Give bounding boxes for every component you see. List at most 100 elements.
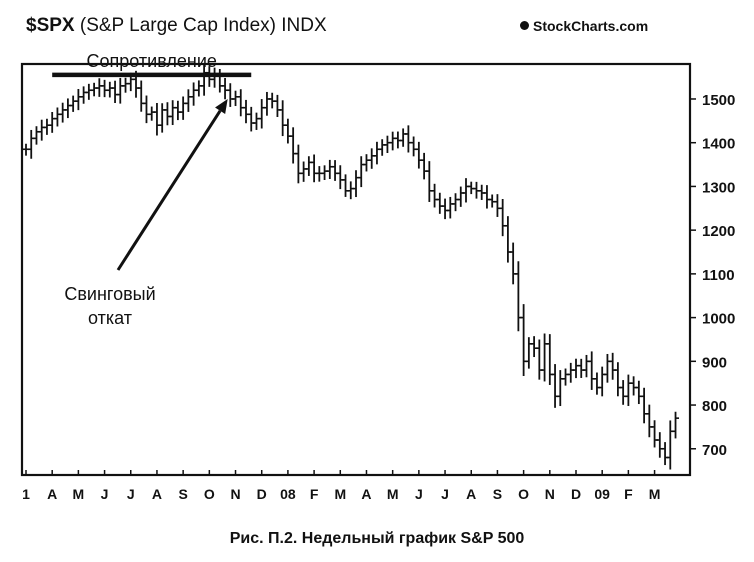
- ohlc-bar: [331, 160, 339, 181]
- x-tick-label: 1: [22, 486, 30, 502]
- ohlc-bar: [53, 107, 61, 127]
- ohlc-bar: [420, 152, 428, 180]
- ohlc-bar: [514, 261, 522, 332]
- ohlc-bar: [226, 83, 234, 107]
- ohlc-bar: [43, 118, 51, 135]
- ohlc-bar: [441, 198, 449, 220]
- ohlc-bar: [85, 83, 93, 100]
- x-tick-label: A: [361, 486, 371, 502]
- y-tick-label: 1300: [702, 179, 735, 196]
- ohlc-bar: [90, 82, 98, 97]
- ohlc-bar: [247, 106, 255, 132]
- ohlc-bar: [582, 354, 590, 378]
- ohlc-bar: [373, 141, 381, 165]
- ohlc-bar: [342, 174, 350, 197]
- x-tick-label: M: [73, 486, 85, 502]
- x-tick-label: 09: [594, 486, 610, 502]
- x-tick-label: N: [545, 486, 555, 502]
- ohlc-bar: [520, 304, 528, 376]
- swing-label-line2: откат: [88, 308, 132, 328]
- ohlc-bar: [163, 102, 171, 126]
- ohlc-bar: [645, 404, 653, 438]
- ohlc-bar: [535, 339, 543, 380]
- ohlc-bar: [609, 352, 617, 380]
- swing-arrow-head: [215, 98, 228, 115]
- ohlc-bar: [577, 358, 585, 378]
- y-tick-label: 1000: [702, 311, 735, 328]
- ohlc-bar: [651, 420, 659, 448]
- ohlc-bar: [252, 112, 260, 130]
- x-tick-label: J: [415, 486, 423, 502]
- swing-label-line1: Свинговый: [64, 284, 155, 304]
- x-tick-label: M: [649, 486, 661, 502]
- price-series: [22, 64, 680, 470]
- ohlc-bar: [399, 128, 407, 147]
- ohlc-bar: [588, 351, 596, 390]
- ohlc-bar: [389, 131, 397, 151]
- ohlc-bar: [661, 442, 669, 466]
- y-tick-label: 900: [702, 354, 727, 371]
- ohlc-bar: [64, 98, 72, 119]
- y-tick-label: 1500: [702, 92, 735, 109]
- ohlc-bar: [101, 79, 109, 98]
- ohlc-bar: [598, 366, 606, 397]
- ohlc-bar: [457, 186, 465, 207]
- ohlc-bar: [169, 100, 177, 126]
- ohlc-bar: [572, 358, 580, 379]
- figure-caption-text: Недельный график S&P 500: [301, 530, 525, 547]
- ohlc-bar: [59, 102, 67, 123]
- x-tick-label: J: [441, 486, 449, 502]
- ohlc-bar: [624, 374, 632, 406]
- y-tick-label: 1100: [702, 267, 735, 284]
- ohlc-bar: [111, 80, 119, 103]
- x-tick-label: S: [178, 486, 187, 502]
- ohlc-bar: [190, 82, 198, 106]
- brand-text: StockCharts.com: [533, 18, 649, 34]
- ohlc-bar: [80, 86, 88, 104]
- ohlc-bar: [48, 111, 56, 133]
- ohlc-bar: [352, 170, 360, 198]
- ohlc-bar: [593, 372, 601, 395]
- ohlc-bar: [148, 106, 156, 121]
- ohlc-bar: [656, 432, 664, 458]
- ohlc-bar: [184, 89, 192, 112]
- ohlc-bar: [116, 77, 124, 104]
- ohlc-bar: [404, 125, 412, 153]
- ohlc-bar: [462, 178, 470, 203]
- ohlc-bar: [179, 96, 187, 120]
- ohlc-bar: [493, 194, 501, 217]
- x-tick-label: O: [204, 486, 215, 502]
- resistance-label: Сопротивление: [87, 51, 217, 71]
- index-description: (S&P Large Cap Index) INDX: [79, 15, 327, 36]
- x-tick-label: D: [257, 486, 267, 502]
- x-tick-label: M: [334, 486, 346, 502]
- ohlc-bar: [666, 420, 674, 470]
- plot-frame: [20, 62, 692, 477]
- ohlc-bar: [368, 148, 376, 169]
- ohlc-bar: [321, 165, 329, 181]
- ohlc-bar: [504, 216, 512, 263]
- ohlc-bar: [556, 370, 564, 407]
- ohlc-bar: [415, 141, 423, 169]
- ohlc-bar: [436, 192, 444, 214]
- ohlc-bar: [310, 154, 318, 183]
- ohlc-bar: [294, 144, 302, 184]
- ohlc-bar: [357, 156, 365, 188]
- chart-title: $SPX (S&P Large Cap Index) INDX: [26, 15, 327, 37]
- ohlc-bar: [567, 362, 575, 383]
- ohlc-bar: [279, 100, 287, 137]
- ohlc-bar: [446, 196, 454, 219]
- ohlc-bar: [630, 376, 638, 396]
- ohlc-bar: [546, 334, 554, 385]
- ohlc-bar: [38, 119, 46, 141]
- ohlc-bar: [525, 337, 533, 369]
- y-tick-label: 1200: [702, 223, 735, 240]
- ohlc-bar: [142, 95, 150, 124]
- ohlc-bar: [410, 136, 418, 157]
- ohlc-bar: [551, 364, 559, 408]
- ohlc-bar: [619, 380, 627, 405]
- ohlc-bar: [216, 68, 224, 93]
- ohlc-bar: [499, 199, 507, 237]
- ohlc-bar: [174, 100, 182, 121]
- ohlc-bar: [483, 185, 491, 209]
